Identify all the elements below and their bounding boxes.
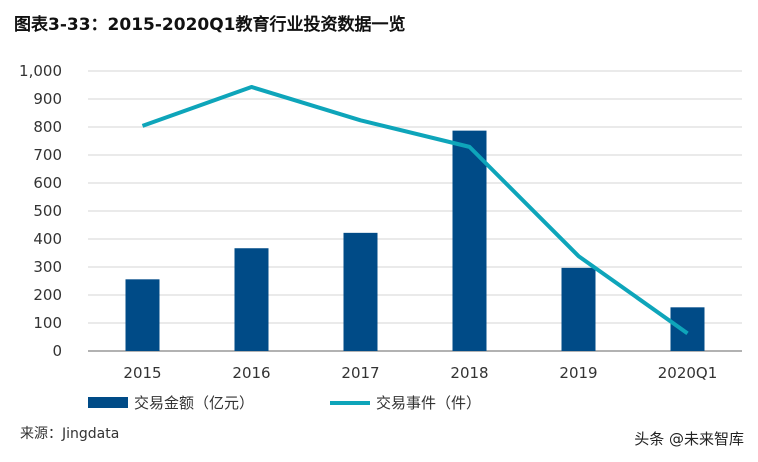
bar-2016 bbox=[234, 248, 269, 351]
y-tick-label: 200 bbox=[33, 286, 62, 304]
x-tick-label: 2020Q1 bbox=[658, 364, 718, 382]
bar-2017 bbox=[343, 232, 378, 351]
x-tick-label: 2016 bbox=[232, 364, 270, 382]
x-tick-label: 2018 bbox=[450, 364, 488, 382]
x-tick-label: 2015 bbox=[123, 364, 161, 382]
chart-title: 图表3-33：2015-2020Q1教育行业投资数据一览 bbox=[14, 15, 406, 35]
bar-2019 bbox=[561, 267, 596, 351]
y-tick-label: 300 bbox=[33, 258, 62, 276]
bar-2020Q1 bbox=[670, 307, 705, 351]
y-tick-label: 100 bbox=[33, 314, 62, 332]
watermark: 头条 @未来智库 bbox=[634, 430, 744, 448]
legend-bar-label: 交易金额（亿元） bbox=[134, 394, 254, 412]
legend-line-label: 交易事件（件） bbox=[376, 394, 481, 412]
y-tick-label: 600 bbox=[33, 174, 62, 192]
y-tick-label: 400 bbox=[33, 230, 62, 248]
bar-2018 bbox=[452, 130, 487, 351]
y-tick-label: 800 bbox=[33, 118, 62, 136]
bar-2015 bbox=[125, 279, 160, 351]
line-series bbox=[141, 84, 689, 335]
y-tick-label: 500 bbox=[33, 202, 62, 220]
x-tick-label: 2019 bbox=[559, 364, 597, 382]
y-tick-label: 900 bbox=[33, 90, 62, 108]
y-tick-label: 700 bbox=[33, 146, 62, 164]
x-tick-label: 2017 bbox=[341, 364, 379, 382]
y-tick-label: 0 bbox=[52, 342, 62, 360]
y-tick-label: 1,000 bbox=[19, 62, 62, 80]
legend-bar-swatch bbox=[88, 397, 128, 408]
source-note: 来源：Jingdata bbox=[20, 426, 120, 442]
